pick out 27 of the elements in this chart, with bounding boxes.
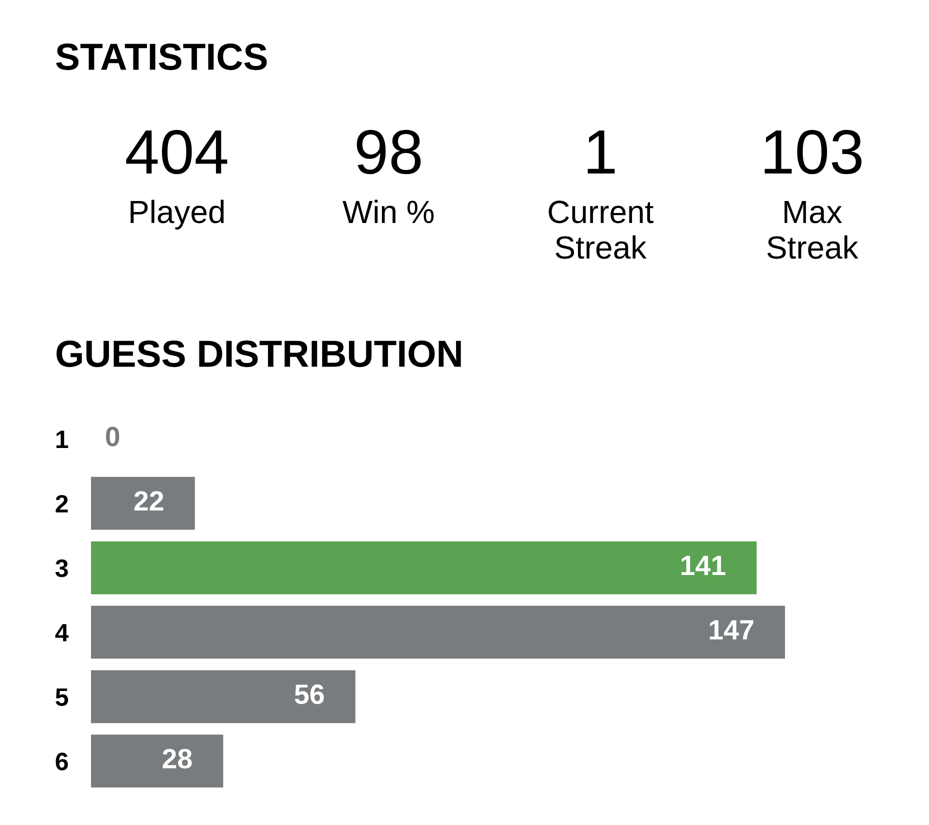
bar bbox=[91, 670, 356, 724]
data-label: 22 bbox=[134, 491, 164, 511]
text: STATISTICS bbox=[56, 44, 267, 70]
bar bbox=[91, 606, 785, 659]
bar bbox=[91, 541, 757, 594]
data-label: 1 bbox=[588, 130, 615, 174]
data-label: 28 bbox=[162, 748, 192, 769]
y-tick-label: 2 bbox=[56, 494, 68, 512]
category-label: Played bbox=[130, 200, 224, 230]
y-tick-label: 6 bbox=[56, 752, 68, 770]
data-label: 404 bbox=[126, 130, 228, 174]
y-tick-label: 5 bbox=[56, 688, 68, 706]
bar bbox=[91, 734, 224, 788]
data-label: 141 bbox=[682, 556, 726, 575]
y-tick-label: 4 bbox=[55, 624, 69, 642]
data-label: 56 bbox=[294, 684, 324, 704]
y-tick-label: 1 bbox=[56, 430, 68, 448]
category-label: Current Streak bbox=[548, 200, 654, 259]
chart-title: GUESS DISTRIBUTION bbox=[56, 340, 461, 368]
y-tick-label: 3 bbox=[55, 559, 68, 578]
data-label: 0 bbox=[106, 426, 120, 446]
data-label: 147 bbox=[710, 620, 754, 640]
data-label: 98 bbox=[356, 130, 421, 174]
category-label: Win % bbox=[342, 200, 434, 224]
data-label: 103 bbox=[764, 130, 862, 174]
bar bbox=[91, 476, 195, 530]
category-label: Max Streak bbox=[767, 200, 858, 259]
